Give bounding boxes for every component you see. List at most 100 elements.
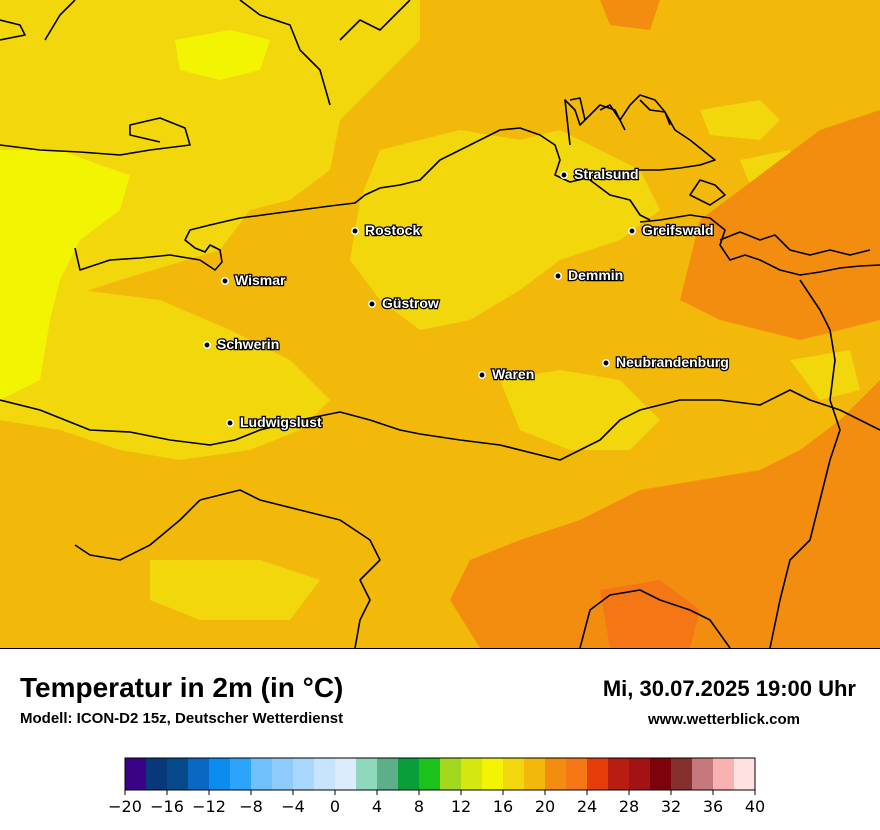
temp-field-18-20-ne [680,110,880,340]
temp-field-16-18-south [150,560,320,620]
temperature-map: Stralsund Rostock Greifswald Wismar Demmin Gü… [0,0,880,649]
colorbar-swatch [314,758,336,790]
colorbar-tick-label: 20 [535,797,555,816]
colorbar-swatch [335,758,357,790]
city-marker-güstrow [368,300,376,308]
colorbar-tick-label: 4 [372,797,382,816]
coastline-north-islands [0,0,411,106]
model-info: Modell: ICON-D2 15z, Deutscher Wetterdie… [20,710,344,727]
coastline-east [639,214,880,276]
state-border-south [74,489,381,648]
colorbar-swatch [377,758,399,790]
colorbar-swatch [146,758,168,790]
colorbar-tick-label: 40 [745,797,765,816]
coastline-ruegen [569,97,671,221]
city-label-demmin: Demmin [568,267,623,283]
colorbar-tick-label: −16 [150,797,184,816]
colorbar-swatch [419,758,441,790]
colorbar-swatch [503,758,525,790]
colorbar-swatch [356,758,378,790]
colorbar-swatch [251,758,273,790]
colorbar-tick-label: −20 [108,797,142,816]
colorbar-swatch [398,758,420,790]
city-marker-rostock [351,227,359,235]
colorbar-swatch [524,758,546,790]
colorbar-tick-label: −12 [192,797,226,816]
colorbar-swatch [461,758,483,790]
colorbar-swatch [629,758,651,790]
colorbar-boxes [124,757,756,791]
website-link[interactable]: www.wetterblick.com [648,711,800,728]
forecast-datetime: Mi, 30.07.2025 19:00 Uhr [602,676,856,701]
colorbar-swatch [230,758,252,790]
colorbar-tick-label: 0 [330,797,340,816]
city-marker-demmin [554,272,562,280]
colorbar-swatch [692,758,714,790]
border-poland [769,279,841,648]
city-label-waren: Waren [492,366,534,382]
colorbar-tick-label: 32 [661,797,681,816]
colorbar-swatch [167,758,189,790]
colorbar-swatch [671,758,693,790]
temp-field-14-16-west [0,150,130,400]
colorbar-frame [124,757,756,791]
colorbar-tick-label: 24 [577,797,597,816]
city-label-wismar: Wismar [235,272,286,288]
map-title: Temperatur in 2m (in °C) [20,672,344,703]
colorbar-swatch [734,758,756,790]
colorbar-tick-label: 12 [451,797,471,816]
coastline-main [74,94,716,271]
city-label-neubrandenburg: Neubrandenburg [616,354,729,370]
colorbar-swatch [587,758,609,790]
city-marker-greifswald [628,227,636,235]
coastline-west [0,117,191,156]
city-marker-neubrandenburg [602,359,610,367]
city-label-ludwigslust: Ludwigslust [240,414,322,430]
colorbar-tick-label: 8 [414,797,424,816]
temp-field-18-20-se [450,380,880,648]
border-north-islands-ring [689,179,726,206]
city-marker-wismar [221,277,229,285]
colorbar-swatch [713,758,735,790]
temp-field-16-18-north [0,0,420,300]
colorbar-swatch [272,758,294,790]
colorbar-swatch [440,758,462,790]
colorbar-tick-label: −4 [281,797,305,816]
city-marker-ludwigslust [226,419,234,427]
temp-field-16-18-west [0,290,330,460]
city-marker-schwerin [203,341,211,349]
temp-field-18-20-spot [600,0,660,30]
city-label-greifswald: Greifswald [642,222,714,238]
temp-field-20-22-south [600,580,700,648]
colorbar-swatch [125,758,147,790]
colorbar-swatch [608,758,630,790]
coastline-group [0,0,880,648]
temp-field-16-18-ne [700,100,780,140]
city-label-rostock: Rostock [365,222,420,238]
colorbar-swatch [566,758,588,790]
temp-field-16-18-central [350,130,660,330]
state-border [0,389,880,461]
city-marker-waren [478,371,486,379]
temp-field-16-18-se [790,350,860,400]
border-southeast [579,589,731,648]
colorbar-swatch [188,758,210,790]
city-marker-stralsund [560,171,568,179]
colorbar-swatch [545,758,567,790]
colorbar-tick-label: 16 [493,797,513,816]
temperature-colorbar: −20 −16 −12 −8 −4 0 4 8 12 16 20 24 28 32 36 40 [108,757,765,816]
city-markers: Stralsund Rostock Greifswald Wismar Demmin Gü… [203,165,730,431]
city-label-stralsund: Stralsund [574,166,639,182]
colorbar-ticks: −20 −16 −12 −8 −4 0 4 8 12 16 20 24 28 32 36 40 [108,790,765,816]
colorbar-tick-label: 28 [619,797,639,816]
city-label-güstrow: Güstrow [382,295,439,311]
colorbar-swatch [650,758,672,790]
colorbar-swatch [482,758,504,790]
temp-field-14-16-north [175,30,270,80]
colorbar-swatch [293,758,315,790]
colorbar-swatch [209,758,231,790]
colorbar-tick-label: 36 [703,797,723,816]
city-label-schwerin: Schwerin [217,336,279,352]
temp-field-16-18-east [500,370,660,450]
colorbar-tick-label: −8 [239,797,263,816]
